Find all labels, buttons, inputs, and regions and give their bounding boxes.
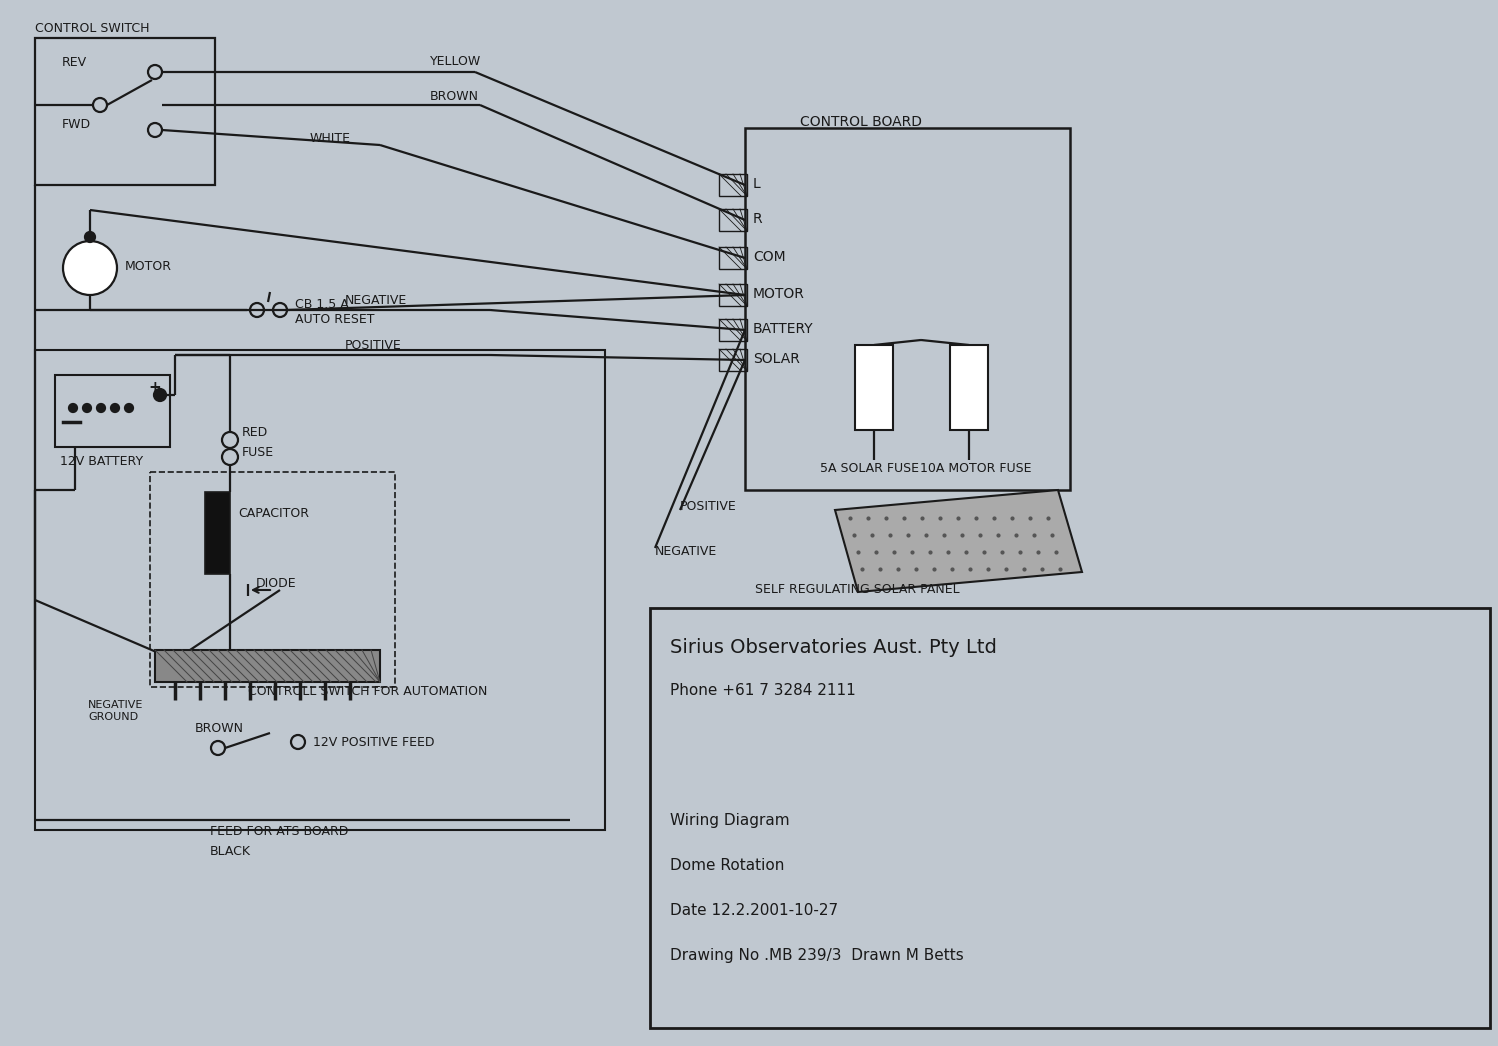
Text: MOTOR: MOTOR xyxy=(753,287,804,301)
Polygon shape xyxy=(834,490,1082,592)
Bar xyxy=(650,608,1491,1028)
Text: CAPACITOR: CAPACITOR xyxy=(238,507,309,520)
Text: MOTOR: MOTOR xyxy=(124,260,172,273)
Text: Date 12.2.2001-10-27: Date 12.2.2001-10-27 xyxy=(670,903,837,918)
Text: Dome Rotation: Dome Rotation xyxy=(670,858,785,873)
Bar xyxy=(719,349,748,371)
Text: 10A MOTOR FUSE: 10A MOTOR FUSE xyxy=(920,462,1032,475)
Text: YELLOW: YELLOW xyxy=(430,55,481,68)
Text: BLACK: BLACK xyxy=(210,845,252,858)
Bar xyxy=(745,128,1070,490)
Text: POSITIVE: POSITIVE xyxy=(345,339,401,353)
Circle shape xyxy=(63,241,117,295)
Text: Phone +61 7 3284 2111: Phone +61 7 3284 2111 xyxy=(670,683,855,698)
Bar xyxy=(34,350,605,829)
Text: POSITIVE: POSITIVE xyxy=(680,500,737,513)
Text: FUSE: FUSE xyxy=(243,446,274,459)
Circle shape xyxy=(85,232,94,242)
Text: Wiring Diagram: Wiring Diagram xyxy=(670,813,789,828)
Bar xyxy=(55,376,169,447)
Circle shape xyxy=(69,404,76,412)
Text: NEGATIVE
GROUND: NEGATIVE GROUND xyxy=(88,700,144,722)
Bar xyxy=(205,492,231,574)
Text: R: R xyxy=(753,212,762,226)
Text: BROWN: BROWN xyxy=(195,722,244,735)
Bar xyxy=(719,285,748,306)
Text: CONTROL BOARD: CONTROL BOARD xyxy=(800,115,921,129)
Text: BATTERY: BATTERY xyxy=(753,322,813,336)
Text: FEED FOR ATS BOARD: FEED FOR ATS BOARD xyxy=(210,825,349,838)
Text: +: + xyxy=(148,380,160,395)
Text: BROWN: BROWN xyxy=(430,90,479,103)
Text: REV: REV xyxy=(61,55,87,68)
Bar xyxy=(154,650,380,682)
Bar xyxy=(719,209,748,231)
Bar xyxy=(34,38,216,185)
Text: AUTO RESET: AUTO RESET xyxy=(295,313,374,326)
Text: COM: COM xyxy=(753,250,785,264)
Text: Drawing No .MB 239/3  Drawn M Betts: Drawing No .MB 239/3 Drawn M Betts xyxy=(670,948,963,963)
Bar xyxy=(950,345,989,430)
Text: DIODE: DIODE xyxy=(256,577,297,590)
Text: CONTROLL SWITCH FOR AUTOMATION: CONTROLL SWITCH FOR AUTOMATION xyxy=(249,685,487,698)
Text: 5A SOLAR FUSE: 5A SOLAR FUSE xyxy=(819,462,918,475)
Text: FWD: FWD xyxy=(61,118,91,132)
Text: NEGATIVE: NEGATIVE xyxy=(345,294,407,306)
Circle shape xyxy=(97,404,105,412)
Circle shape xyxy=(154,389,166,401)
Text: RED: RED xyxy=(243,426,268,439)
Bar xyxy=(150,472,395,687)
Bar xyxy=(855,345,893,430)
Text: L: L xyxy=(753,177,761,191)
Text: NEGATIVE: NEGATIVE xyxy=(655,545,718,558)
Text: WHITE: WHITE xyxy=(310,132,351,145)
Text: 12V BATTERY: 12V BATTERY xyxy=(60,455,144,468)
Circle shape xyxy=(82,404,91,412)
Circle shape xyxy=(124,404,133,412)
Circle shape xyxy=(111,404,118,412)
Bar xyxy=(719,319,748,341)
Text: 12V POSITIVE FEED: 12V POSITIVE FEED xyxy=(313,736,434,749)
Text: CONTROL SWITCH: CONTROL SWITCH xyxy=(34,22,150,35)
Text: CB 1.5 A: CB 1.5 A xyxy=(295,298,349,311)
Text: SOLAR: SOLAR xyxy=(753,353,800,366)
Bar xyxy=(719,174,748,196)
Text: SELF REGULATING SOLAR PANEL: SELF REGULATING SOLAR PANEL xyxy=(755,583,960,596)
Bar xyxy=(719,247,748,269)
Text: Sirius Observatories Aust. Pty Ltd: Sirius Observatories Aust. Pty Ltd xyxy=(670,638,996,657)
